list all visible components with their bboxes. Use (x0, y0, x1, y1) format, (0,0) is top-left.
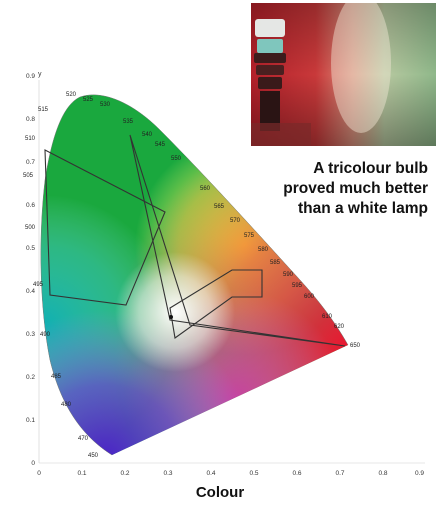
wl-595: 595 (292, 283, 303, 289)
wl-525: 525 (83, 97, 94, 103)
tricolour-bulb-gamut (129, 134, 346, 347)
caption-line-3: than a white lamp (297, 200, 428, 217)
y-axis-ticks: 0 0.1 0.2 0.3 0.4 0.5 0.6 0.7 0.8 0.9 y (26, 71, 42, 467)
caption-line-1: A tricolour bulb (313, 160, 428, 177)
wl-540: 540 (142, 132, 153, 138)
wl-570: 570 (230, 218, 241, 224)
y-tick-9: 0.9 (26, 73, 35, 80)
x-axis-ticks: 0 0.1 0.2 0.3 0.4 0.5 0.6 0.7 0.8 0.9 (37, 470, 424, 477)
wl-520: 520 (66, 92, 77, 98)
x-tick-6: 0.6 (292, 470, 301, 477)
spectral-locus-outline (40, 94, 349, 456)
y-tick-1: 0.1 (26, 417, 35, 424)
plot-axes (38, 80, 425, 464)
y-axis-name: y (38, 71, 42, 78)
wl-530: 530 (100, 102, 111, 108)
gamut-outlines (44, 134, 346, 347)
wavelength-labels: 450 470 480 485 490 495 500 505 510 515 … (23, 92, 361, 459)
red-phosphor-gamut (169, 269, 263, 339)
wl-600: 600 (304, 294, 315, 300)
y-tick-7: 0.7 (26, 159, 35, 166)
y-tick-0: 0 (31, 460, 35, 467)
x-tick-1: 0.1 (77, 470, 86, 477)
wl-610: 610 (322, 314, 333, 320)
wl-545: 545 (155, 142, 166, 148)
y-tick-6: 0.6 (26, 202, 35, 209)
x-tick-3: 0.3 (163, 470, 172, 477)
wl-480: 480 (61, 402, 72, 408)
y-tick-2: 0.2 (26, 374, 35, 381)
white-point-marker (169, 315, 173, 319)
wl-650: 650 (350, 343, 361, 349)
y-tick-4: 0.4 (26, 288, 35, 295)
x-tick-2: 0.2 (120, 470, 129, 477)
y-tick-8: 0.8 (26, 116, 35, 123)
wl-500: 500 (25, 225, 36, 231)
wl-495: 495 (33, 282, 44, 288)
tricolour-bulb-photo (251, 3, 436, 146)
wl-470: 470 (78, 436, 89, 442)
y-tick-3: 0.3 (26, 331, 35, 338)
wl-585: 585 (270, 260, 281, 266)
y-tick-5: 0.5 (26, 245, 35, 252)
wl-490: 490 (40, 332, 51, 338)
figure-title: Colour (195, 484, 245, 501)
wl-575: 575 (244, 233, 255, 239)
wl-580: 580 (258, 247, 269, 253)
wl-450: 450 (88, 453, 99, 459)
wl-485: 485 (51, 374, 62, 380)
wl-565: 565 (214, 204, 225, 210)
x-tick-5: 0.5 (249, 470, 258, 477)
x-tick-4: 0.4 (206, 470, 215, 477)
caption-line-2: proved much better (283, 180, 428, 197)
wl-510: 510 (25, 136, 36, 142)
wl-590: 590 (283, 272, 294, 278)
green-phosphor-gamut (44, 149, 166, 306)
x-tick-8: 0.8 (378, 470, 387, 477)
wl-505: 505 (23, 173, 34, 179)
wl-535: 535 (123, 119, 134, 125)
x-tick-0: 0 (37, 470, 41, 477)
wl-515: 515 (38, 107, 49, 113)
x-tick-9: 0.9 (415, 470, 424, 477)
x-tick-7: 0.7 (335, 470, 344, 477)
wl-620: 620 (334, 324, 345, 330)
wl-560: 560 (200, 186, 211, 192)
wl-550: 550 (171, 156, 182, 162)
